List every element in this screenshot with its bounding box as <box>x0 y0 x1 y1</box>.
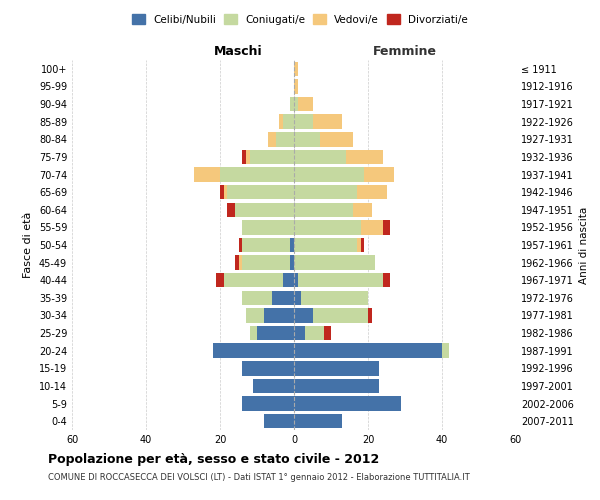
Bar <box>220 168 294 181</box>
Legend: Celibi/Nubili, Coniugati/e, Vedovi/e, Divorziati/e: Celibi/Nubili, Coniugati/e, Vedovi/e, Di… <box>128 10 472 29</box>
Bar <box>268 132 275 146</box>
Bar <box>212 344 294 358</box>
Bar <box>265 308 294 322</box>
Bar <box>320 132 353 146</box>
Bar <box>242 361 294 376</box>
Bar <box>294 202 353 217</box>
Bar <box>294 185 357 200</box>
Bar <box>357 238 361 252</box>
Bar <box>313 308 368 322</box>
Bar <box>246 150 250 164</box>
Bar <box>250 150 294 164</box>
Bar <box>294 238 357 252</box>
Bar <box>242 396 294 411</box>
Bar <box>353 202 372 217</box>
Bar <box>442 344 449 358</box>
Bar <box>272 290 294 305</box>
Bar <box>294 290 301 305</box>
Bar <box>246 308 265 322</box>
Bar <box>194 168 220 181</box>
Bar <box>224 185 227 200</box>
Bar <box>361 220 383 234</box>
Bar <box>294 344 442 358</box>
Bar <box>294 62 298 76</box>
Bar <box>323 326 331 340</box>
Bar <box>294 168 364 181</box>
Bar <box>220 185 224 200</box>
Bar <box>294 308 313 322</box>
Bar <box>294 150 346 164</box>
Bar <box>294 114 313 129</box>
Bar <box>283 114 294 129</box>
Bar <box>242 256 290 270</box>
Bar <box>294 378 379 393</box>
Bar <box>298 97 313 112</box>
Bar <box>242 220 294 234</box>
Bar <box>383 220 390 234</box>
Bar <box>357 185 386 200</box>
Bar <box>294 97 298 112</box>
Bar <box>368 308 372 322</box>
Bar <box>290 97 294 112</box>
Bar <box>279 114 283 129</box>
Bar <box>313 114 342 129</box>
Bar <box>294 414 342 428</box>
Bar <box>227 202 235 217</box>
Bar <box>361 238 364 252</box>
Y-axis label: Fasce di età: Fasce di età <box>23 212 33 278</box>
Bar <box>294 361 379 376</box>
Bar <box>235 202 294 217</box>
Bar <box>235 256 239 270</box>
Bar <box>298 273 383 287</box>
Bar <box>239 238 242 252</box>
Bar <box>283 273 294 287</box>
Bar <box>275 132 294 146</box>
Bar <box>383 273 390 287</box>
Bar <box>294 79 298 94</box>
Text: Femmine: Femmine <box>373 45 437 58</box>
Bar <box>242 238 290 252</box>
Bar <box>301 290 368 305</box>
Bar <box>294 220 361 234</box>
Bar <box>257 326 294 340</box>
Bar <box>253 378 294 393</box>
Bar <box>250 326 257 340</box>
Bar <box>216 273 224 287</box>
Text: COMUNE DI ROCCASECCA DEI VOLSCI (LT) - Dati ISTAT 1° gennaio 2012 - Elaborazione: COMUNE DI ROCCASECCA DEI VOLSCI (LT) - D… <box>48 472 470 482</box>
Bar <box>294 326 305 340</box>
Bar <box>239 256 242 270</box>
Bar <box>290 238 294 252</box>
Bar <box>224 273 283 287</box>
Bar <box>294 396 401 411</box>
Bar <box>227 185 294 200</box>
Bar <box>364 168 394 181</box>
Bar <box>294 273 298 287</box>
Bar <box>346 150 383 164</box>
Y-axis label: Anni di nascita: Anni di nascita <box>579 206 589 284</box>
Bar <box>294 132 320 146</box>
Bar <box>305 326 323 340</box>
Bar <box>294 256 376 270</box>
Text: Popolazione per età, sesso e stato civile - 2012: Popolazione per età, sesso e stato civil… <box>48 452 379 466</box>
Bar <box>290 256 294 270</box>
Text: Maschi: Maschi <box>214 45 263 58</box>
Bar <box>242 150 246 164</box>
Bar <box>265 414 294 428</box>
Bar <box>242 290 272 305</box>
